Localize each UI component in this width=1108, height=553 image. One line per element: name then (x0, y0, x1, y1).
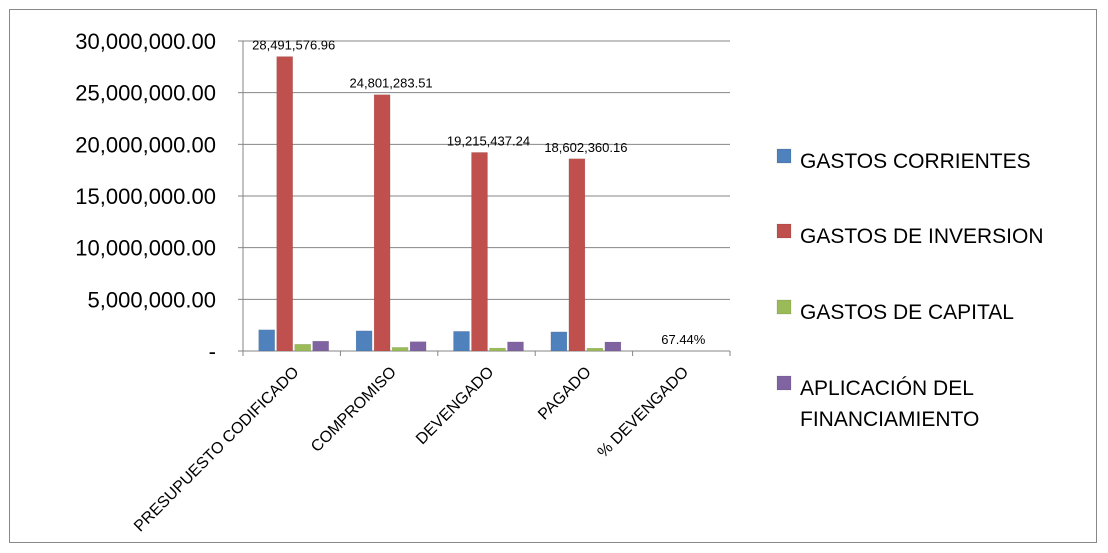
bar (471, 152, 488, 352)
data-label: 24,801,283.51 (350, 76, 433, 91)
bar (604, 341, 622, 352)
bar (312, 340, 329, 352)
bar (550, 331, 568, 352)
bar (391, 347, 409, 352)
data-label: 67.44% (661, 332, 706, 347)
y-tick-label: 30,000,000.00 (75, 29, 216, 54)
bar (507, 341, 524, 352)
legend-swatch (776, 223, 792, 239)
x-tick-label: DEVENGADO (413, 364, 497, 448)
bar (355, 330, 373, 352)
data-label: 19,215,437.24 (447, 133, 530, 148)
x-tick-label: PAGADO (535, 364, 595, 424)
bar (586, 347, 604, 352)
bar (489, 347, 506, 352)
x-tick-label: % DEVENGADO (595, 364, 693, 462)
y-tick-label: 15,000,000.00 (75, 184, 216, 209)
y-tick-label: - (209, 339, 216, 364)
data-label: 18,602,360.16 (544, 140, 627, 155)
bar (294, 344, 311, 352)
legend-swatch (776, 375, 792, 391)
bar (409, 341, 427, 352)
legend-swatch (776, 148, 792, 164)
data-label: 28,491,576.96 (252, 38, 335, 53)
bar (453, 331, 470, 352)
legend-label: APLICACIÓN DEL FINANCIAMIENTO (800, 377, 979, 431)
x-tick-label: PRESUPUESTO CODIFICADO (131, 364, 302, 535)
bar (276, 56, 293, 352)
chart-frame (9, 9, 1097, 543)
bar (258, 329, 275, 352)
legend-label: GASTOS DE CAPITAL (800, 301, 1014, 324)
y-tick-label: 20,000,000.00 (75, 132, 216, 157)
y-tick-label: 25,000,000.00 (75, 81, 216, 106)
legend-label: GASTOS DE INVERSION (800, 225, 1044, 248)
legend-label: GASTOS CORRIENTES (800, 150, 1031, 173)
y-tick-label: 10,000,000.00 (75, 236, 216, 261)
bar (568, 158, 586, 352)
bar (373, 94, 391, 352)
x-tick-label: COMPROMISO (308, 364, 400, 456)
legend-swatch (776, 299, 792, 315)
y-tick-label: 5,000,000.00 (88, 287, 216, 312)
